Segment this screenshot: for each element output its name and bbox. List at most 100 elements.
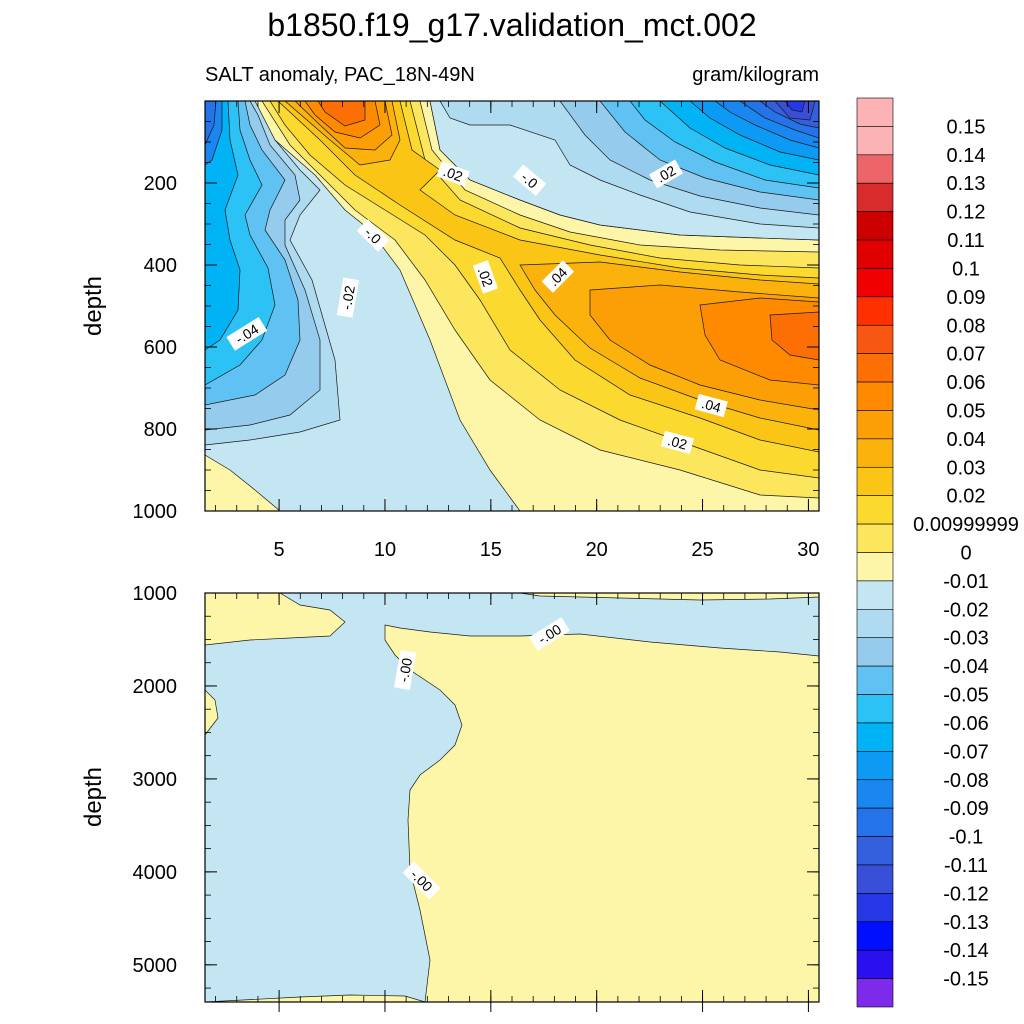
contour-label-box xyxy=(472,260,499,294)
lower-y-tick-label: 2000 xyxy=(133,676,178,698)
lower-y-axis-title: depth xyxy=(80,767,107,827)
colorbar-box xyxy=(856,637,894,667)
colorbar-box xyxy=(856,609,894,639)
colorbar-box xyxy=(856,211,894,241)
upper-x-tick-label: 10 xyxy=(374,539,396,561)
colorbar-label: -0.1 xyxy=(949,827,983,849)
upper-y-tick-label: 800 xyxy=(144,419,177,441)
contour-label-box xyxy=(393,649,417,691)
colorbar-box xyxy=(856,893,894,923)
upper-contour-labels: -.04-.02-.0.02 -.0.02.02.04.04.02 xyxy=(226,159,728,454)
left-subtitle: SALT anomaly, PAC_18N-49N xyxy=(205,64,475,86)
contour-label-text: .02 xyxy=(666,432,689,453)
upper-contour-label: .02 xyxy=(436,161,470,187)
upper-y-tick-label: 200 xyxy=(144,173,177,195)
contour-label-box xyxy=(336,277,360,318)
colorbar-label: -0.03 xyxy=(943,628,989,650)
contour-label-text: .02 xyxy=(475,265,497,289)
colorbar-label: 0.05 xyxy=(947,400,986,422)
colorbar-box xyxy=(856,410,894,440)
contour-label-box xyxy=(512,164,547,196)
colorbar-label: 0.04 xyxy=(947,429,986,451)
colorbar-box xyxy=(856,154,894,184)
lower-contour-fills xyxy=(205,593,819,1002)
upper-contour-label: .02 xyxy=(660,430,694,454)
colorbar-label: -0.02 xyxy=(943,599,989,621)
upper-x-tick-label: 5 xyxy=(274,539,285,561)
colorbar-label: -0.06 xyxy=(943,713,989,735)
fill-level-0-main xyxy=(384,624,819,1002)
colorbar-box xyxy=(856,665,894,695)
right-subtitle: gram/kilogram xyxy=(692,64,819,86)
colorbar-box xyxy=(856,836,894,866)
colorbar-label: 0.15 xyxy=(947,116,986,138)
fill-level-minus-0.09 xyxy=(205,101,217,146)
colorbar-label: -0.01 xyxy=(943,571,989,593)
colorbar-box xyxy=(856,580,894,610)
fill-level-0-top-right xyxy=(519,593,819,601)
colorbar-box xyxy=(856,779,894,809)
colorbar-label: -0.13 xyxy=(943,912,989,934)
fill-level-minus-0.12-upper-right xyxy=(784,101,806,113)
upper-x-tick-label: 20 xyxy=(586,539,608,561)
colorbar-box xyxy=(856,949,894,979)
contour-label-box xyxy=(694,393,728,418)
colorbar-label: -0.04 xyxy=(943,656,989,678)
fill-level-0.05 xyxy=(294,101,819,411)
fill-level-0-left-edge xyxy=(205,689,219,736)
upper-contour-label: .04 xyxy=(694,393,728,418)
contour-label-text: -.02 xyxy=(338,284,358,311)
colorbar-label: 0.12 xyxy=(947,202,986,224)
colorbar-box xyxy=(856,523,894,553)
upper-x-tick-label: 25 xyxy=(691,539,713,561)
colorbar-box xyxy=(856,296,894,326)
colorbar-box xyxy=(856,97,894,127)
colorbar-label: 0.03 xyxy=(947,457,986,479)
fill-level-0-bottom-left xyxy=(205,454,281,511)
upper-contour-label: -.02 xyxy=(336,277,360,318)
contour-label-box xyxy=(436,161,470,187)
colorbar-label: 0.14 xyxy=(947,145,986,167)
upper-y-tick-label: 600 xyxy=(144,337,177,359)
contour-label-box xyxy=(529,617,570,651)
colorbar-label: -0.15 xyxy=(943,969,989,991)
colorbar-box xyxy=(856,807,894,837)
colorbar-label: 0.00999999 xyxy=(913,514,1019,536)
colorbar-box xyxy=(856,381,894,411)
colorbar-box xyxy=(856,495,894,525)
contour-label-box xyxy=(541,260,575,293)
fill-level-minus-0.06 xyxy=(205,101,241,351)
fill-level-0-top-left xyxy=(205,593,346,646)
colorbar-box xyxy=(856,722,894,752)
contour-label-box xyxy=(226,316,268,351)
colorbar-label: -0.09 xyxy=(943,798,989,820)
lower-y-tick-label: 4000 xyxy=(133,862,178,884)
contour-label-box xyxy=(356,219,390,252)
upper-contour-fills xyxy=(205,101,819,511)
upper-y-tick-label: 1000 xyxy=(133,501,178,523)
upper-y-axis-title: depth xyxy=(80,276,107,336)
colorbar-label: 0 xyxy=(960,543,971,565)
colorbar: 0.15 0.14 0.13 0.12 0.11 0.1 0.09 0.08 0.07 0.06 0… xyxy=(856,97,1019,1008)
fill-level-0.06 xyxy=(304,101,819,386)
fill-level-0.07 xyxy=(317,101,819,361)
colorbar-box xyxy=(856,438,894,468)
colorbar-label: -0.12 xyxy=(943,883,989,905)
contour-label-box xyxy=(402,861,441,900)
colorbar-label: 0.1 xyxy=(952,258,980,280)
fill-level-0-bottom xyxy=(205,994,426,1002)
colorbar-label: -0.08 xyxy=(943,770,989,792)
colorbar-box xyxy=(856,268,894,298)
colorbar-label: -0.11 xyxy=(944,855,988,877)
colorbar-label: 0.08 xyxy=(947,315,986,337)
lower-contour-labels: -.00-.00-.00 xyxy=(393,617,570,900)
upper-x-tick-label: 15 xyxy=(480,539,502,561)
colorbar-box xyxy=(856,466,894,496)
lower-y-tick-label: 1000 xyxy=(133,583,178,605)
lower-contour-label: -.00 xyxy=(393,649,417,691)
colorbar-box xyxy=(856,239,894,269)
colorbar-label: 0.07 xyxy=(947,344,986,366)
colorbar-box xyxy=(856,978,894,1008)
